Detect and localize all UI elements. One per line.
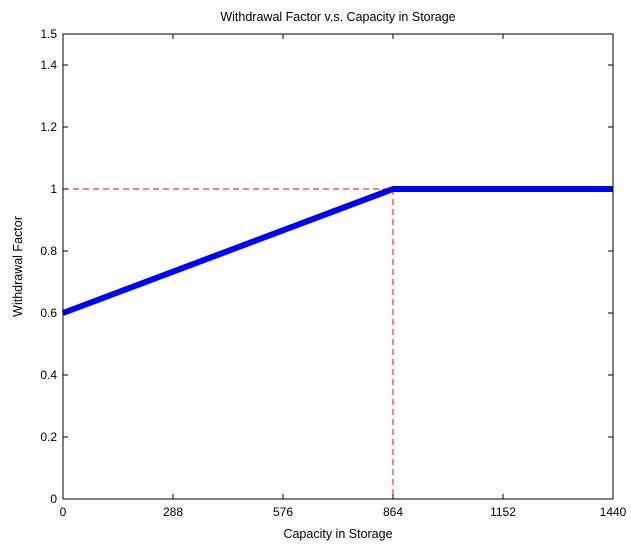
- series-line-0: [61, 186, 613, 316]
- y-tick-label: 0.4: [40, 368, 57, 382]
- x-tick-label: 864: [383, 505, 403, 519]
- y-tick-label: 1.5: [40, 27, 57, 41]
- x-tick-label: 576: [273, 505, 293, 519]
- y-tick-label: 0.2: [40, 430, 57, 444]
- x-tick-label: 1152: [490, 505, 516, 519]
- y-tick-label: 0: [50, 492, 57, 506]
- x-tick-label: 288: [163, 505, 183, 519]
- chart-title: Withdrawal Factor v.s. Capacity in Stora…: [220, 10, 455, 24]
- y-tick-label: 1.4: [40, 58, 57, 72]
- x-tick-label: 1440: [600, 505, 627, 519]
- plot-frame: [62, 33, 614, 500]
- y-tick-label: 0.6: [40, 306, 57, 320]
- reference-line-0: [63, 188, 394, 499]
- x-axis-title: Capacity in Storage: [283, 527, 392, 541]
- plot-area: 0 288 576 864 1152 1440 0 0.2 0.4 0.6 0.8 1 1.2 1.4 1.…: [40, 27, 626, 519]
- x-tick-label: 0: [60, 505, 67, 519]
- y-tick-label: 1.2: [40, 120, 57, 134]
- y-tick-label: 1: [50, 182, 57, 196]
- y-tick-label: 0.8: [40, 244, 57, 258]
- y-axis-title: Withdrawal Factor: [11, 216, 25, 317]
